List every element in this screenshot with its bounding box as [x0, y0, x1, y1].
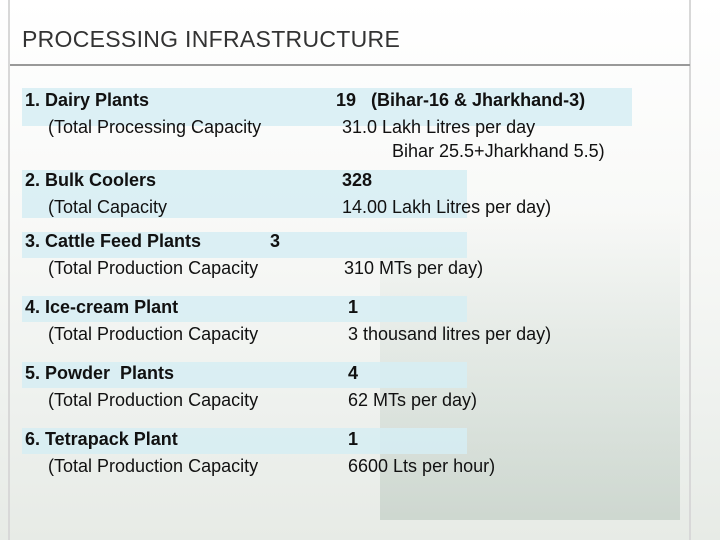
slide-title: PROCESSING INFRASTRUCTURE: [22, 26, 401, 52]
highlight: [22, 88, 632, 126]
item-sub: (Total Processing Capacity: [48, 117, 262, 137]
item-label: 1. Dairy Plants: [25, 90, 150, 110]
item-value: 3: [270, 231, 281, 251]
item-detail: 6600 Lts per hour): [348, 456, 496, 476]
item-detail: 62 MTs per day): [348, 390, 478, 410]
frame-right: [689, 0, 691, 540]
item-sub: (Total Production Capacity: [48, 390, 259, 410]
item-label: 4. Ice-cream Plant: [25, 297, 179, 317]
item-sub: (Total Capacity: [48, 197, 168, 217]
highlight: [22, 170, 467, 218]
highlight: [22, 232, 467, 258]
item-detail: 3 thousand litres per day): [348, 324, 552, 344]
item-value: 4: [348, 363, 359, 383]
item-sub: (Total Production Capacity: [48, 456, 259, 476]
item-label: 2. Bulk Coolers: [25, 170, 157, 190]
item-label: 6. Tetrapack Plant: [25, 429, 178, 449]
item-label: 3. Cattle Feed Plants: [25, 231, 202, 251]
item-label: 5. Powder Plants: [25, 363, 175, 383]
item-sub: (Total Production Capacity: [48, 324, 259, 344]
item-detail: Bihar 25.5+Jharkhand 5.5): [392, 141, 605, 161]
item-value: 328: [342, 170, 373, 190]
item-detail: 310 MTs per day): [344, 258, 484, 278]
item-detail: 31.0 Lakh Litres per day: [342, 117, 536, 137]
item-detail: 14.00 Lakh Litres per day): [342, 197, 552, 217]
item-value: 1: [348, 297, 359, 317]
item-sub: (Total Production Capacity: [48, 258, 259, 278]
frame-left: [8, 0, 10, 540]
item-value: 19 (Bihar-16 & Jharkhand-3): [336, 90, 586, 110]
highlight: [22, 428, 467, 454]
item-value: 1: [348, 429, 359, 449]
highlight: [22, 362, 467, 388]
highlight: [22, 296, 467, 322]
title-rule: [10, 64, 690, 66]
